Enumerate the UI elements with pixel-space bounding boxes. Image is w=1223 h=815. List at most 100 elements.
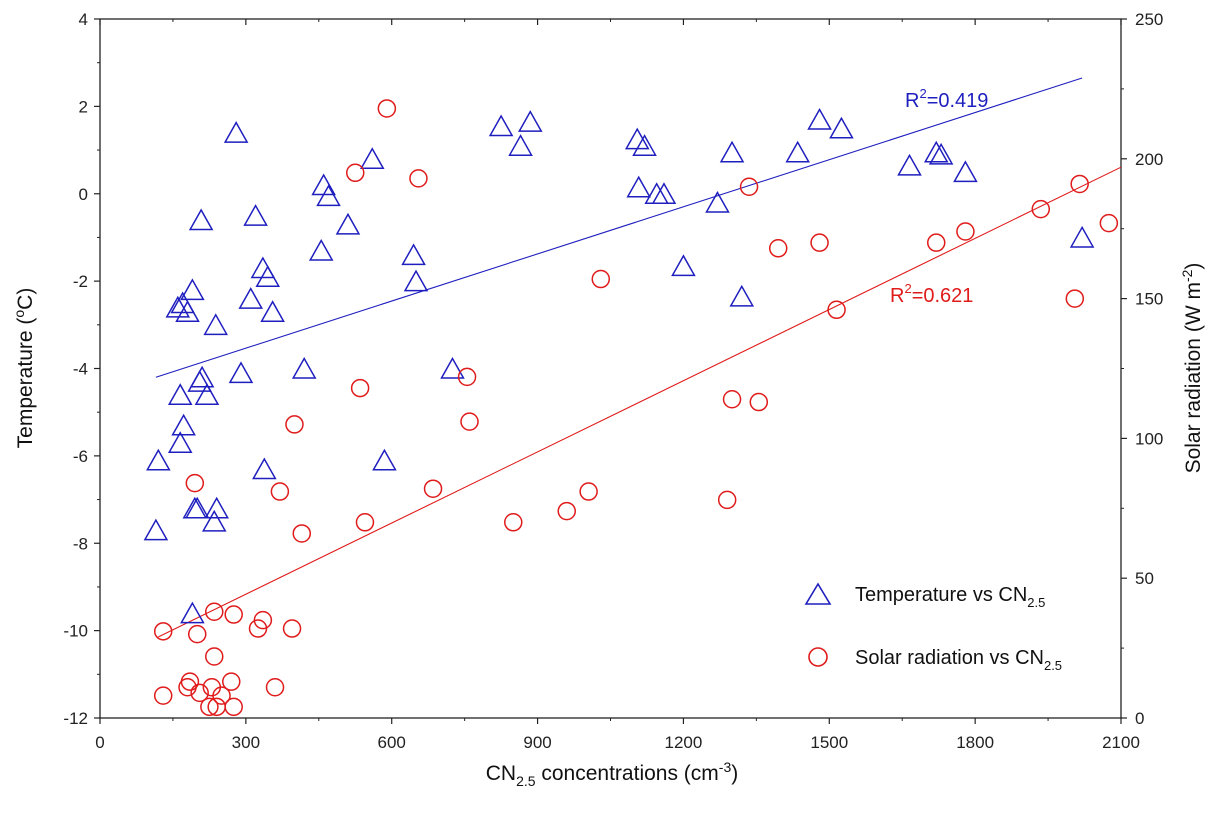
r2-label-solar: R2=0.621	[890, 281, 973, 307]
temperature-point	[923, 140, 949, 163]
plot-frame	[99, 18, 1122, 719]
y-left-tick-label: -12	[63, 709, 88, 728]
y-right-tick-label: 50	[1135, 569, 1154, 588]
x-tick-label: 900	[523, 733, 551, 752]
temperature-point	[187, 370, 212, 392]
data-markers	[143, 99, 1119, 717]
x-axis-title: CN2.5 concentrations (cm-3)	[486, 759, 739, 789]
temperature-point	[255, 265, 281, 288]
solar-radiation-point	[346, 163, 365, 183]
temperature-point	[626, 175, 651, 198]
x-tick-label: 1200	[665, 733, 703, 752]
temperature-point	[165, 295, 191, 318]
solar-radiation-point	[253, 610, 273, 630]
solar-fit-line	[158, 166, 1122, 638]
temperature-point	[188, 208, 214, 231]
solar-radiation-point	[1031, 199, 1051, 219]
solar-radiation-point	[749, 392, 769, 412]
solar-radiation-point	[377, 99, 397, 118]
x-tick-label: 1800	[956, 733, 994, 752]
solar-radiation-point	[205, 647, 224, 666]
solar-radiation-point	[1099, 213, 1119, 233]
x-tick-label: 1500	[810, 733, 848, 752]
temperature-point	[238, 287, 264, 309]
temperature-point	[671, 254, 696, 277]
temperature-point	[517, 110, 543, 132]
solar-radiation-point	[717, 490, 737, 510]
temperature-point	[146, 448, 171, 471]
solar-radiation-point	[1065, 289, 1085, 308]
solar-radiation-point	[207, 697, 226, 717]
trend-lines	[155, 77, 1122, 638]
temperature-point	[180, 278, 205, 301]
solar-radiation-point	[810, 233, 829, 252]
solar-radiation-point	[270, 482, 290, 501]
temperature-point	[291, 356, 317, 379]
legend: Temperature vs CN2.5 Solar radiation vs …	[804, 582, 1062, 673]
solar-radiation-point	[591, 269, 611, 289]
x-tick-label: 600	[378, 733, 406, 752]
solar-radiation-point	[722, 390, 742, 409]
temperature-point	[143, 518, 169, 541]
temperature-point	[223, 121, 249, 143]
temperature-point	[203, 313, 228, 336]
temperature-point	[201, 509, 227, 532]
y-right-tick-label: 150	[1135, 290, 1163, 309]
temperature-point	[252, 457, 277, 480]
temperature-point	[316, 184, 341, 207]
solar-radiation-point	[224, 605, 243, 624]
temperature-point	[729, 284, 755, 307]
temperature-point	[928, 142, 954, 165]
plot-border	[99, 18, 1122, 719]
legend-label-temperature: Temperature vs CN2.5	[855, 584, 1045, 610]
solar-radiation-point	[827, 300, 846, 320]
temperature-point	[403, 269, 429, 292]
solar-radiation-point	[180, 672, 200, 691]
temperature-point	[184, 496, 210, 519]
temperature-point	[167, 431, 193, 454]
solar-radiation-point	[292, 524, 312, 543]
temperature-point	[359, 147, 385, 170]
r2-label-temperature: R2=0.419	[905, 86, 988, 112]
temperature-point	[194, 383, 220, 405]
solar-radiation-point	[153, 686, 173, 705]
y-right-tick-label: 250	[1135, 10, 1163, 29]
solar-radiation-point	[423, 479, 443, 498]
y-left-tick-label: -10	[63, 622, 88, 641]
y-left-tick-label: 4	[79, 10, 88, 29]
solar-radiation-point	[200, 697, 219, 717]
solar-radiation-point	[457, 367, 477, 387]
y-right-tick-label: 100	[1135, 429, 1163, 448]
temperature-point	[785, 140, 810, 163]
solar-radiation-point	[187, 624, 207, 644]
y-left-tick-label: -2	[73, 272, 88, 291]
temperature-point	[705, 190, 730, 213]
temperature-point	[1069, 225, 1095, 248]
solar-radiation-point	[222, 672, 241, 691]
temperature-point	[167, 383, 193, 405]
temperature-point	[897, 153, 922, 176]
temperature-point	[953, 160, 978, 183]
temperature-point	[260, 300, 285, 322]
temperature-point	[632, 134, 657, 156]
solar-radiation-point	[224, 697, 243, 717]
solar-radiation-point	[557, 501, 576, 521]
temperature-point	[488, 114, 514, 137]
x-tick-label: 0	[95, 733, 104, 752]
y-axis-left-title: Temperature (oC)	[11, 288, 37, 449]
solar-radiation-point	[190, 683, 209, 703]
temperature-point	[440, 356, 465, 379]
x-tick-label: 2100	[1102, 733, 1140, 752]
temperature-point	[807, 107, 832, 130]
temperature-point	[243, 204, 268, 226]
solar-radiation-point	[265, 677, 285, 697]
y-left-tick-label: -4	[73, 360, 88, 379]
temperature-point	[719, 140, 745, 163]
y-left-tick-label: -6	[73, 447, 88, 466]
solar-radiation-point	[212, 686, 231, 705]
axis-ticks: 0 300 600 900 1200 1500 1800 2100420-2-4-6-8-10…	[63, 10, 1163, 752]
temperature-point	[372, 448, 397, 471]
y-right-tick-label: 0	[1135, 709, 1144, 728]
solar-radiation-point	[285, 415, 304, 434]
